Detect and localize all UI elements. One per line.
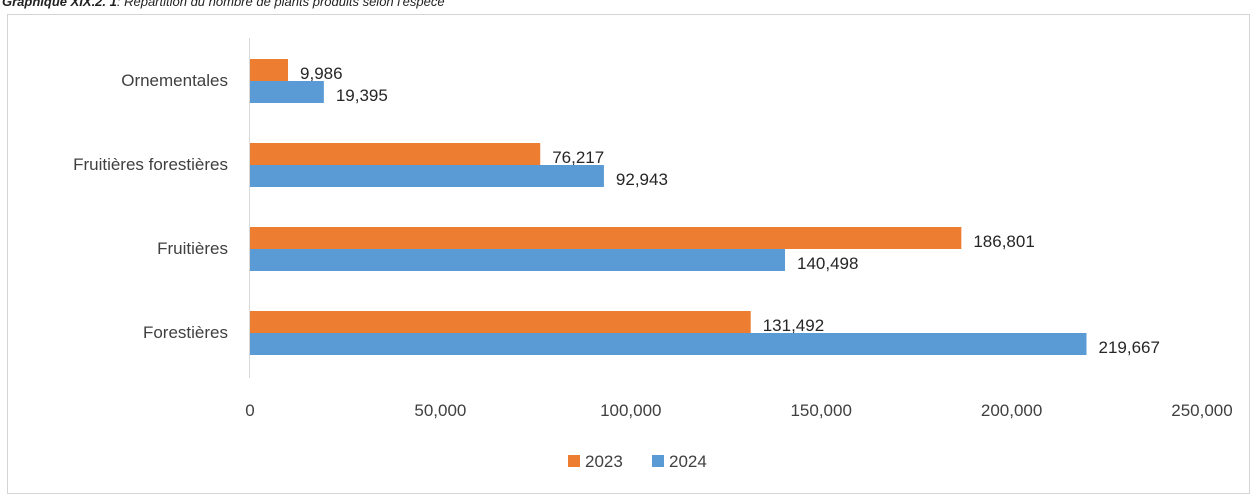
legend-swatch-2023 [568, 455, 580, 467]
legend-label-2024: 2024 [669, 452, 707, 471]
bar-2024 [250, 249, 786, 271]
caption-text: : Répartition du nombre de plants produi… [116, 0, 445, 9]
x-tick-label: 0 [245, 401, 254, 420]
category-label: Ornementales [121, 71, 228, 90]
data-label-2024: 19,395 [336, 86, 388, 105]
category-label: Forestières [143, 323, 228, 342]
x-tick-label: 250,000 [1171, 401, 1232, 420]
data-label-2023: 186,801 [973, 232, 1034, 251]
bar-2023 [250, 59, 289, 81]
data-label-2024: 140,498 [797, 254, 858, 273]
data-label-2024: 92,943 [616, 170, 668, 189]
x-tick-label: 100,000 [600, 401, 661, 420]
category-label: Fruitières forestières [73, 155, 228, 174]
chart-caption: Graphique XIX.2. 1: Répartition du nombr… [2, 0, 445, 9]
x-tick-label: 50,000 [414, 401, 466, 420]
bar-2023 [250, 143, 541, 165]
data-label-2023: 76,217 [552, 148, 604, 167]
bar-2024 [250, 333, 1087, 355]
legend-swatch-2024 [652, 455, 664, 467]
category-label: Fruitières [157, 239, 228, 258]
caption-prefix: Graphique XIX.2. 1 [2, 0, 117, 9]
x-tick-label: 150,000 [790, 401, 851, 420]
x-tick-label: 200,000 [981, 401, 1042, 420]
legend-label-2023: 2023 [585, 452, 623, 471]
data-label-2023: 9,986 [300, 64, 343, 83]
bar-2023 [250, 311, 751, 333]
bar-2024 [250, 165, 604, 187]
data-label-2024: 219,667 [1098, 338, 1159, 357]
data-label-2023: 131,492 [763, 316, 824, 335]
bar-2023 [250, 227, 962, 249]
bar-2024 [250, 81, 324, 103]
